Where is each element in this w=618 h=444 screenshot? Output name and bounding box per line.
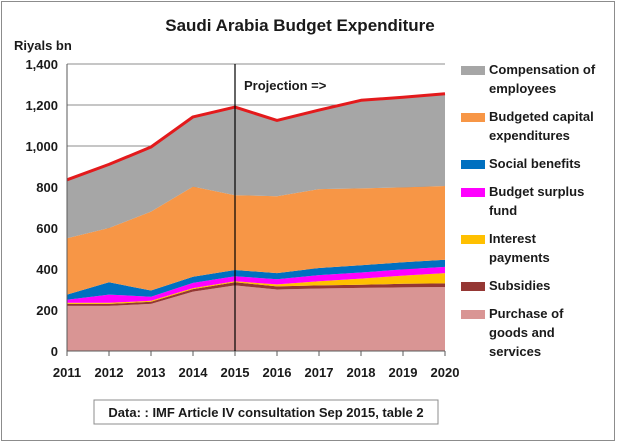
y-tick-label-1200: 1,200 — [25, 98, 58, 113]
area-compensation-of-employees — [67, 93, 445, 239]
legend-item-purchase-of-goods-and-services: Purchase of goods and services — [461, 306, 564, 359]
legend-label-budgeted-capital-expenditures-2: expenditures — [489, 128, 570, 143]
area-series — [67, 93, 445, 351]
legend-label-interest-payments-1: Interest — [489, 231, 537, 246]
x-tick-label-2020: 2020 — [431, 365, 460, 380]
legend-swatch-budget-surplus-fund — [461, 188, 485, 197]
y-tick-label-400: 400 — [36, 262, 58, 277]
legend-label-social-benefits-1: Social benefits — [489, 156, 581, 171]
x-tick-label-2013: 2013 — [137, 365, 166, 380]
legend-label-compensation-of-employees-1: Compensation of — [489, 62, 596, 77]
legend-label-compensation-of-employees-2: employees — [489, 81, 556, 96]
source-note: Data: : IMF Article IV consultation Sep … — [108, 405, 423, 420]
legend-label-budget-surplus-fund-2: fund — [489, 203, 517, 218]
x-tick-label-2019: 2019 — [389, 365, 418, 380]
area-budget-surplus-fund — [67, 266, 445, 303]
legend-label-budget-surplus-fund-1: Budget surplus — [489, 184, 584, 199]
y-tick-label-800: 800 — [36, 180, 58, 195]
legend-item-social-benefits: Social benefits — [461, 156, 581, 171]
source-note-box — [93, 399, 439, 425]
legend-label-interest-payments-2: payments — [489, 250, 550, 265]
legend: Compensation of employees Budgeted capital… — [461, 62, 596, 359]
y-tick-label-600: 600 — [36, 221, 58, 236]
y-tick-label-200: 200 — [36, 303, 58, 318]
legend-swatch-social-benefits — [461, 160, 485, 169]
legend-item-subsidies: Subsidies — [461, 278, 550, 293]
x-tick-label-2015: 2015 — [221, 365, 250, 380]
y-tick-label-1400: 1,400 — [25, 57, 58, 72]
legend-label-subsidies-1: Subsidies — [489, 278, 550, 293]
legend-swatch-budgeted-capital-expenditures — [461, 113, 485, 122]
legend-swatch-interest-payments — [461, 235, 485, 244]
legend-swatch-purchase-of-goods-and-services — [461, 310, 485, 319]
chart-title: Saudi Arabia Budget Expenditure — [165, 16, 435, 35]
tick-labels: 0 200 400 600 800 1,000 1,200 1,400 2011 2012 2013… — [25, 57, 459, 380]
area-budgeted-capital-expenditures — [67, 186, 445, 295]
axes — [66, 64, 446, 356]
total-line — [66, 92, 446, 182]
projection-annotation: Projection => — [244, 78, 327, 93]
x-tick-label-2017: 2017 — [305, 365, 334, 380]
legend-label-purchase-of-goods-and-services-3: services — [489, 344, 541, 359]
x-tick-label-2018: 2018 — [347, 365, 376, 380]
legend-label-budgeted-capital-expenditures-1: Budgeted capital — [489, 109, 594, 124]
area-purchase-of-goods-and-services — [67, 285, 445, 351]
legend-label-purchase-of-goods-and-services-2: goods and — [489, 325, 555, 340]
legend-item-budgeted-capital-expenditures: Budgeted capital expenditures — [461, 109, 594, 143]
area-interest-payments — [67, 273, 445, 304]
x-tick-label-2012: 2012 — [95, 365, 124, 380]
legend-item-interest-payments: Interest payments — [461, 231, 550, 265]
legend-item-compensation-of-employees: Compensation of employees — [461, 62, 596, 96]
legend-swatch-compensation-of-employees — [461, 66, 485, 75]
y-tick-label-1000: 1,000 — [25, 139, 58, 154]
y-tick-label-0: 0 — [51, 344, 58, 359]
x-tick-label-2016: 2016 — [263, 365, 292, 380]
x-tick-label-2014: 2014 — [179, 365, 209, 380]
legend-item-budget-surplus-fund: Budget surplus fund — [461, 184, 584, 218]
area-subsidies — [67, 282, 445, 306]
total-expenditure-line — [66, 92, 446, 182]
x-tick-label-2011: 2011 — [53, 365, 81, 380]
y-axis-unit-label: Riyals bn — [14, 38, 72, 53]
legend-swatch-subsidies — [461, 282, 485, 291]
area-social-benefits — [67, 259, 445, 300]
legend-label-purchase-of-goods-and-services-1: Purchase of — [489, 306, 564, 321]
